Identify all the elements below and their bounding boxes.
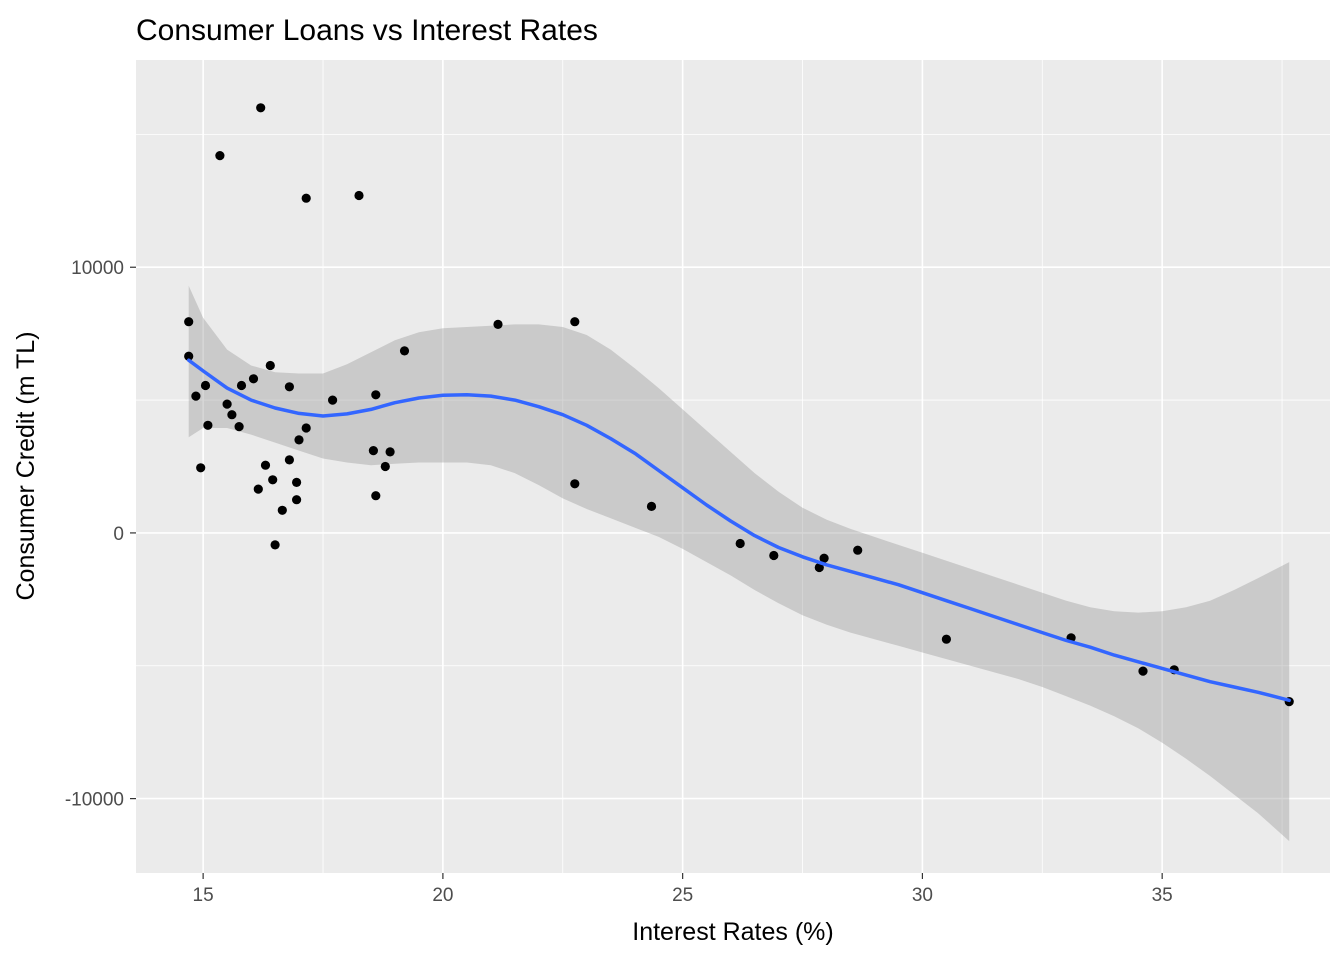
x-axis: 15 20 25 30 35 <box>193 873 1173 906</box>
data-point <box>385 447 395 457</box>
data-point <box>227 410 237 420</box>
y-axis: -10000 0 10000 <box>65 258 136 811</box>
data-point <box>248 374 259 384</box>
data-point <box>493 319 503 329</box>
data-point <box>256 103 266 113</box>
data-point <box>222 399 232 409</box>
y-tick-label: 10000 <box>71 258 124 279</box>
data-point <box>196 463 206 473</box>
data-point <box>301 193 311 203</box>
plot-panel <box>136 60 1330 873</box>
y-tick-label: -10000 <box>65 790 124 811</box>
data-point <box>234 422 244 432</box>
data-point <box>184 351 194 361</box>
confidence-ribbon <box>188 285 1290 842</box>
data-point <box>399 346 410 356</box>
minor-gridlines <box>136 60 1330 873</box>
data-point <box>284 382 294 392</box>
data-point <box>292 495 302 505</box>
y-axis-title: Consumer Credit (m TL) <box>12 331 40 600</box>
x-tick-label: 20 <box>432 885 453 906</box>
data-point <box>769 550 779 561</box>
data-point <box>371 491 381 501</box>
data-point <box>184 317 194 327</box>
data-point <box>253 484 263 494</box>
data-point <box>294 435 304 445</box>
data-point <box>268 475 278 485</box>
major-gridlines <box>136 60 1330 873</box>
x-tick-label: 35 <box>1152 885 1173 906</box>
data-point <box>301 423 311 433</box>
data-point <box>191 391 201 401</box>
data-point <box>260 460 271 470</box>
data-point <box>646 501 657 511</box>
data-point <box>570 317 580 327</box>
x-tick-label: 30 <box>912 885 933 906</box>
data-point <box>380 461 390 472</box>
data-point <box>328 395 338 405</box>
data-point <box>570 479 580 489</box>
y-tick-label: 0 <box>113 524 124 545</box>
data-point <box>941 634 952 644</box>
data-point <box>368 446 378 456</box>
chart-title: Consumer Loans vs Interest Rates <box>136 14 598 47</box>
x-axis-title: Interest Rates (%) <box>632 918 833 946</box>
data-points <box>184 103 1294 707</box>
data-point <box>265 360 275 371</box>
data-point <box>371 390 381 400</box>
data-point <box>200 380 211 391</box>
x-tick-label: 15 <box>193 885 214 906</box>
data-point <box>203 420 213 430</box>
data-point <box>814 562 824 573</box>
data-point <box>292 477 302 487</box>
data-point <box>853 545 863 555</box>
data-point <box>270 540 280 550</box>
data-point <box>354 190 364 201</box>
data-point <box>735 538 745 549</box>
data-point <box>215 151 225 161</box>
x-tick-label: 25 <box>672 885 693 906</box>
data-point <box>1138 666 1148 676</box>
data-point <box>236 380 247 391</box>
smooth-trend-line <box>186 358 1291 703</box>
data-point <box>277 505 287 515</box>
data-point <box>819 553 829 563</box>
data-point <box>284 455 294 465</box>
